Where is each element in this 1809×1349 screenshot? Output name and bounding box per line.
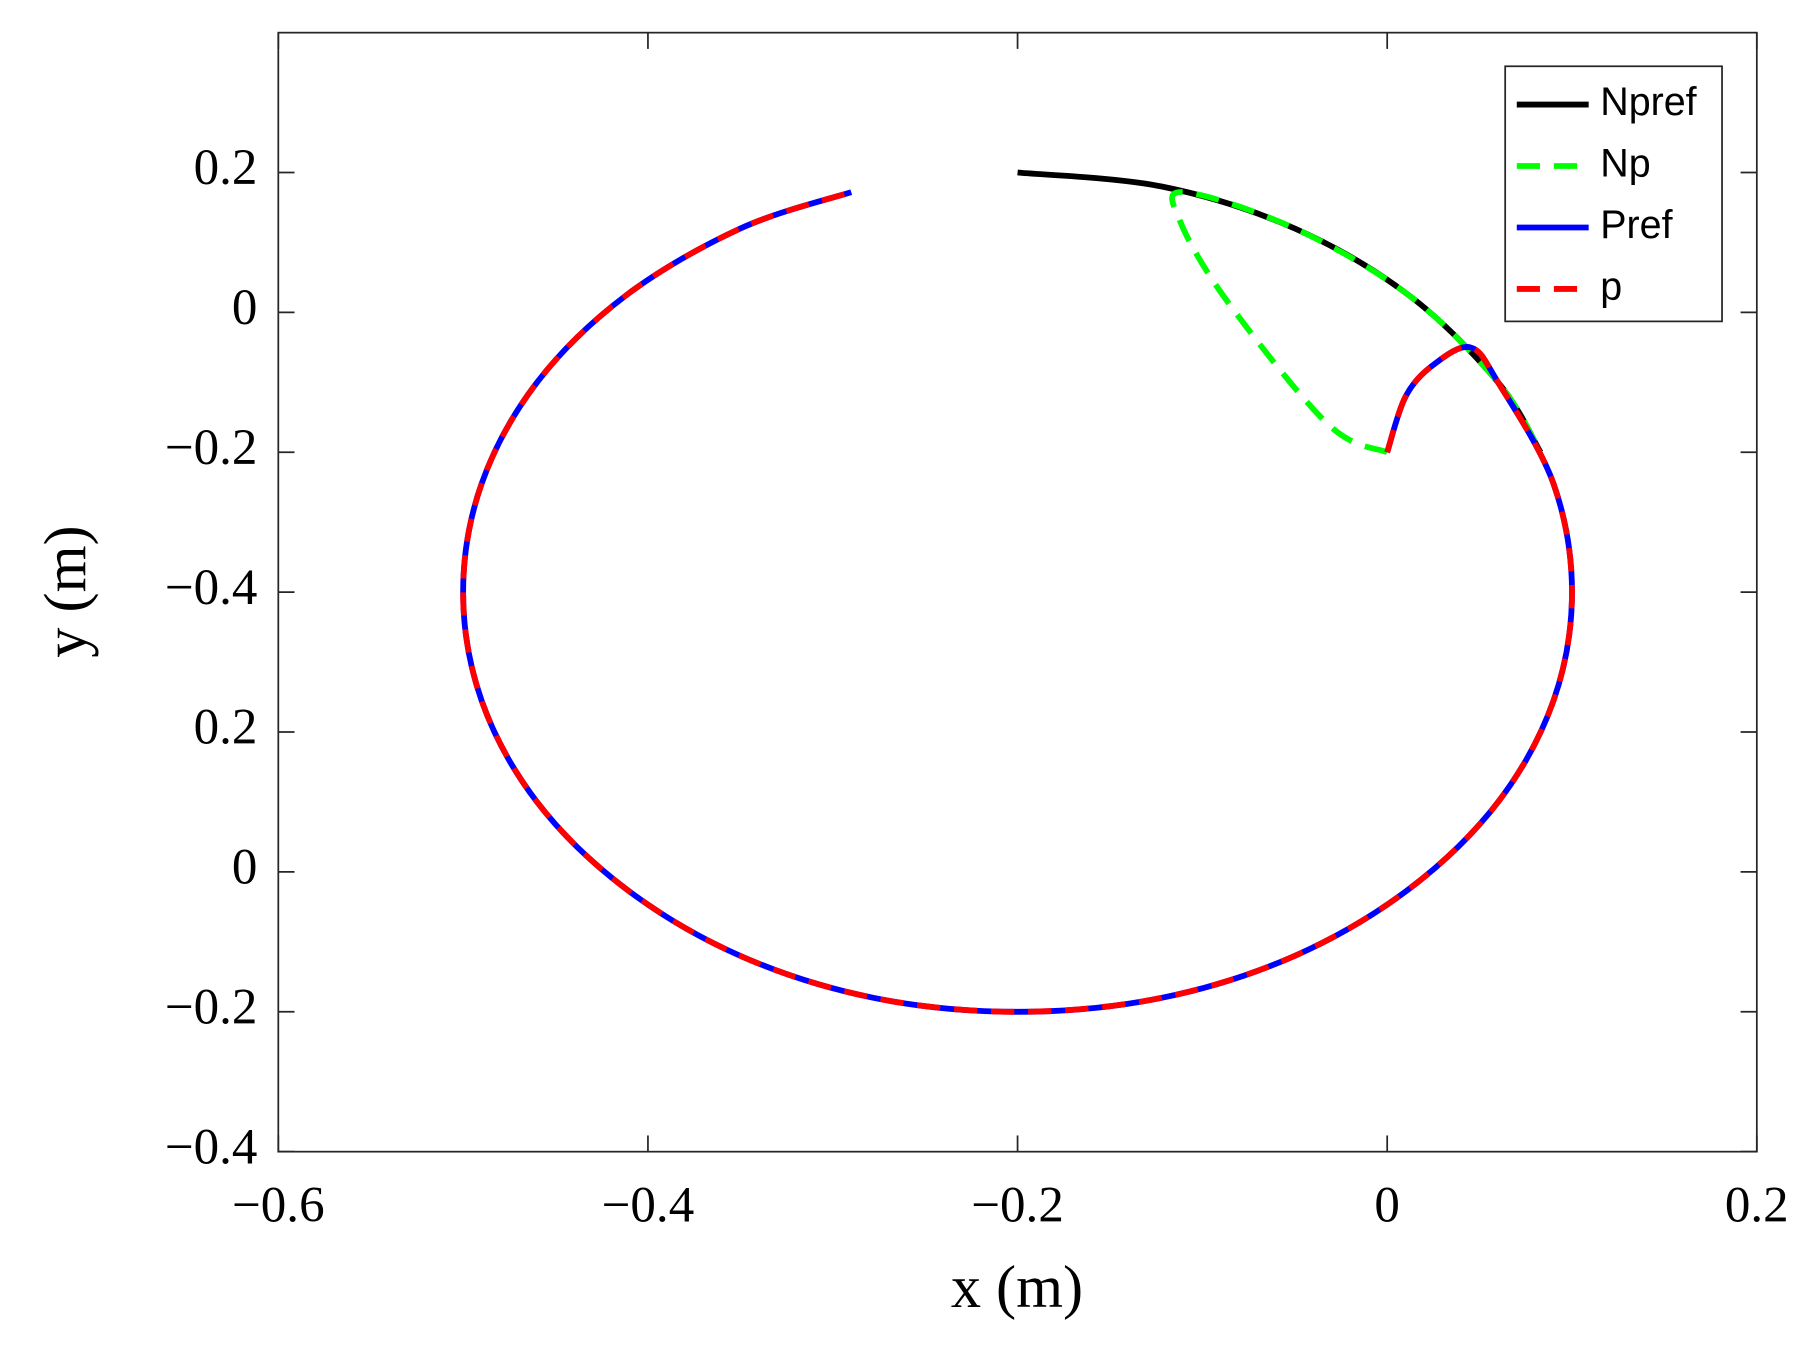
y-tick-label: −0.2 [165, 980, 258, 1036]
y-tick-label: 0.2 [194, 140, 258, 196]
x-tick-label: −0.2 [971, 1177, 1064, 1233]
legend-label: p [1600, 264, 1622, 308]
legend-box [1504, 65, 1723, 323]
legend-label: Pref [1600, 203, 1672, 247]
y-axis-label: y (m) [33, 525, 100, 657]
legend: Npref Np Pref p [1504, 65, 1723, 323]
y-tick-label: −0.4 [165, 1119, 258, 1175]
x-tick-label: 0 [1374, 1177, 1400, 1233]
y-tick-label: −0.2 [165, 420, 258, 476]
series-line [460, 189, 1575, 1015]
plot-area [460, 169, 1575, 1015]
y-tick-label: 0 [232, 840, 258, 896]
legend-label: Npref [1600, 80, 1696, 124]
series-line [1169, 189, 1544, 455]
x-tick-label: −0.4 [602, 1177, 695, 1233]
x-axis-label: x (m) [951, 1254, 1083, 1321]
x-tick-label: 0.2 [1725, 1177, 1789, 1233]
legend-label: Np [1600, 141, 1650, 185]
y-tick-label: −0.4 [165, 560, 258, 616]
y-tick-label: 0.2 [194, 700, 258, 756]
y-tick-label: 0 [232, 280, 258, 336]
x-tick-label: −0.6 [232, 1177, 325, 1233]
